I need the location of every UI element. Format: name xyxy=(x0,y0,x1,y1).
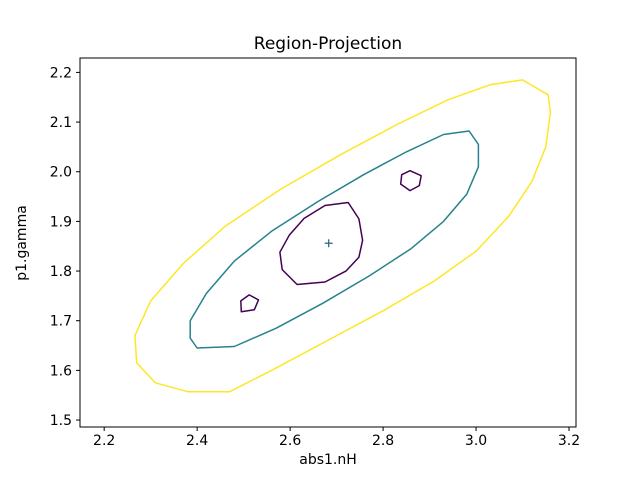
axes-frame xyxy=(79,57,577,428)
contour-level-1-contour xyxy=(399,169,422,192)
contour-level-2-contour xyxy=(189,130,480,349)
contour-level-1-contour xyxy=(240,294,260,313)
x-tick-label: 2.8 xyxy=(372,433,394,449)
y-tick-label: 2.2 xyxy=(50,65,72,81)
y-tick-label: 1.7 xyxy=(50,314,72,330)
x-tick-label: 3.2 xyxy=(558,433,580,449)
chart-title: Region-Projection xyxy=(254,34,402,54)
y-tick-label: 1.9 xyxy=(50,214,72,230)
x-tick-label: 2.4 xyxy=(186,433,208,449)
x-axis-label: abs1.nH xyxy=(299,452,357,468)
contour-level-1-contour xyxy=(279,201,364,286)
x-tick-label: 2.6 xyxy=(279,433,301,449)
y-tick-label: 2.1 xyxy=(50,115,72,131)
plot-layer: 2.2 2.4 2.6 2.8 3.0 3.2 1.5 1.6 1.7 1.8 1.9 2.0 2.1 2… xyxy=(50,57,580,449)
y-tick-label: 1.8 xyxy=(50,264,72,280)
y-tick-label: 1.6 xyxy=(50,363,72,379)
x-tick-label: 2.2 xyxy=(93,433,115,449)
y-tick-label: 1.5 xyxy=(50,413,72,429)
y-axis-label: p1.gamma xyxy=(14,205,30,281)
y-tick-label: 2.0 xyxy=(50,165,72,181)
contour-level-3-contour xyxy=(134,79,552,393)
x-tick-label: 3.0 xyxy=(465,433,487,449)
